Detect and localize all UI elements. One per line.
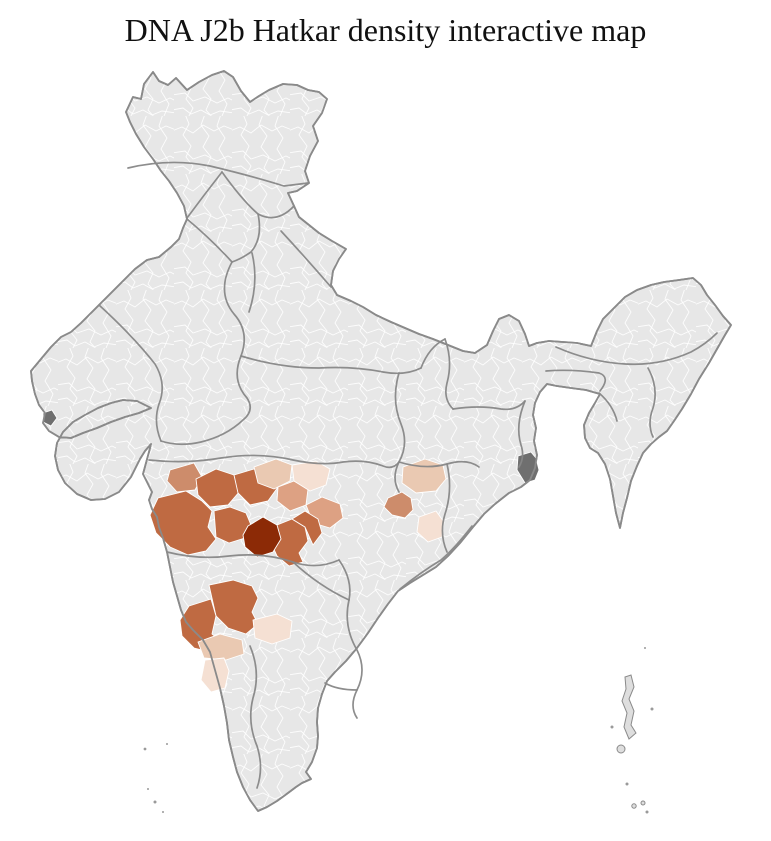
district-b[interactable]: [195, 468, 241, 508]
district-m1[interactable]: [208, 579, 259, 635]
district-r[interactable]: [401, 458, 447, 494]
district-f[interactable]: [253, 458, 293, 490]
district-p[interactable]: [252, 613, 293, 645]
district-a[interactable]: [166, 462, 203, 493]
district-k[interactable]: [291, 510, 323, 546]
district-q[interactable]: [383, 491, 414, 519]
density-districts: [149, 458, 447, 693]
district-o[interactable]: [200, 657, 230, 693]
page-title: DNA J2b Hatkar density interactive map: [124, 12, 647, 48]
andaman-islands: [610, 647, 654, 814]
district-h[interactable]: [291, 460, 331, 492]
district-dark[interactable]: [242, 516, 282, 558]
state-borders: [98, 161, 718, 789]
lakshadweep-islands: [143, 743, 168, 813]
district-c[interactable]: [149, 490, 217, 556]
